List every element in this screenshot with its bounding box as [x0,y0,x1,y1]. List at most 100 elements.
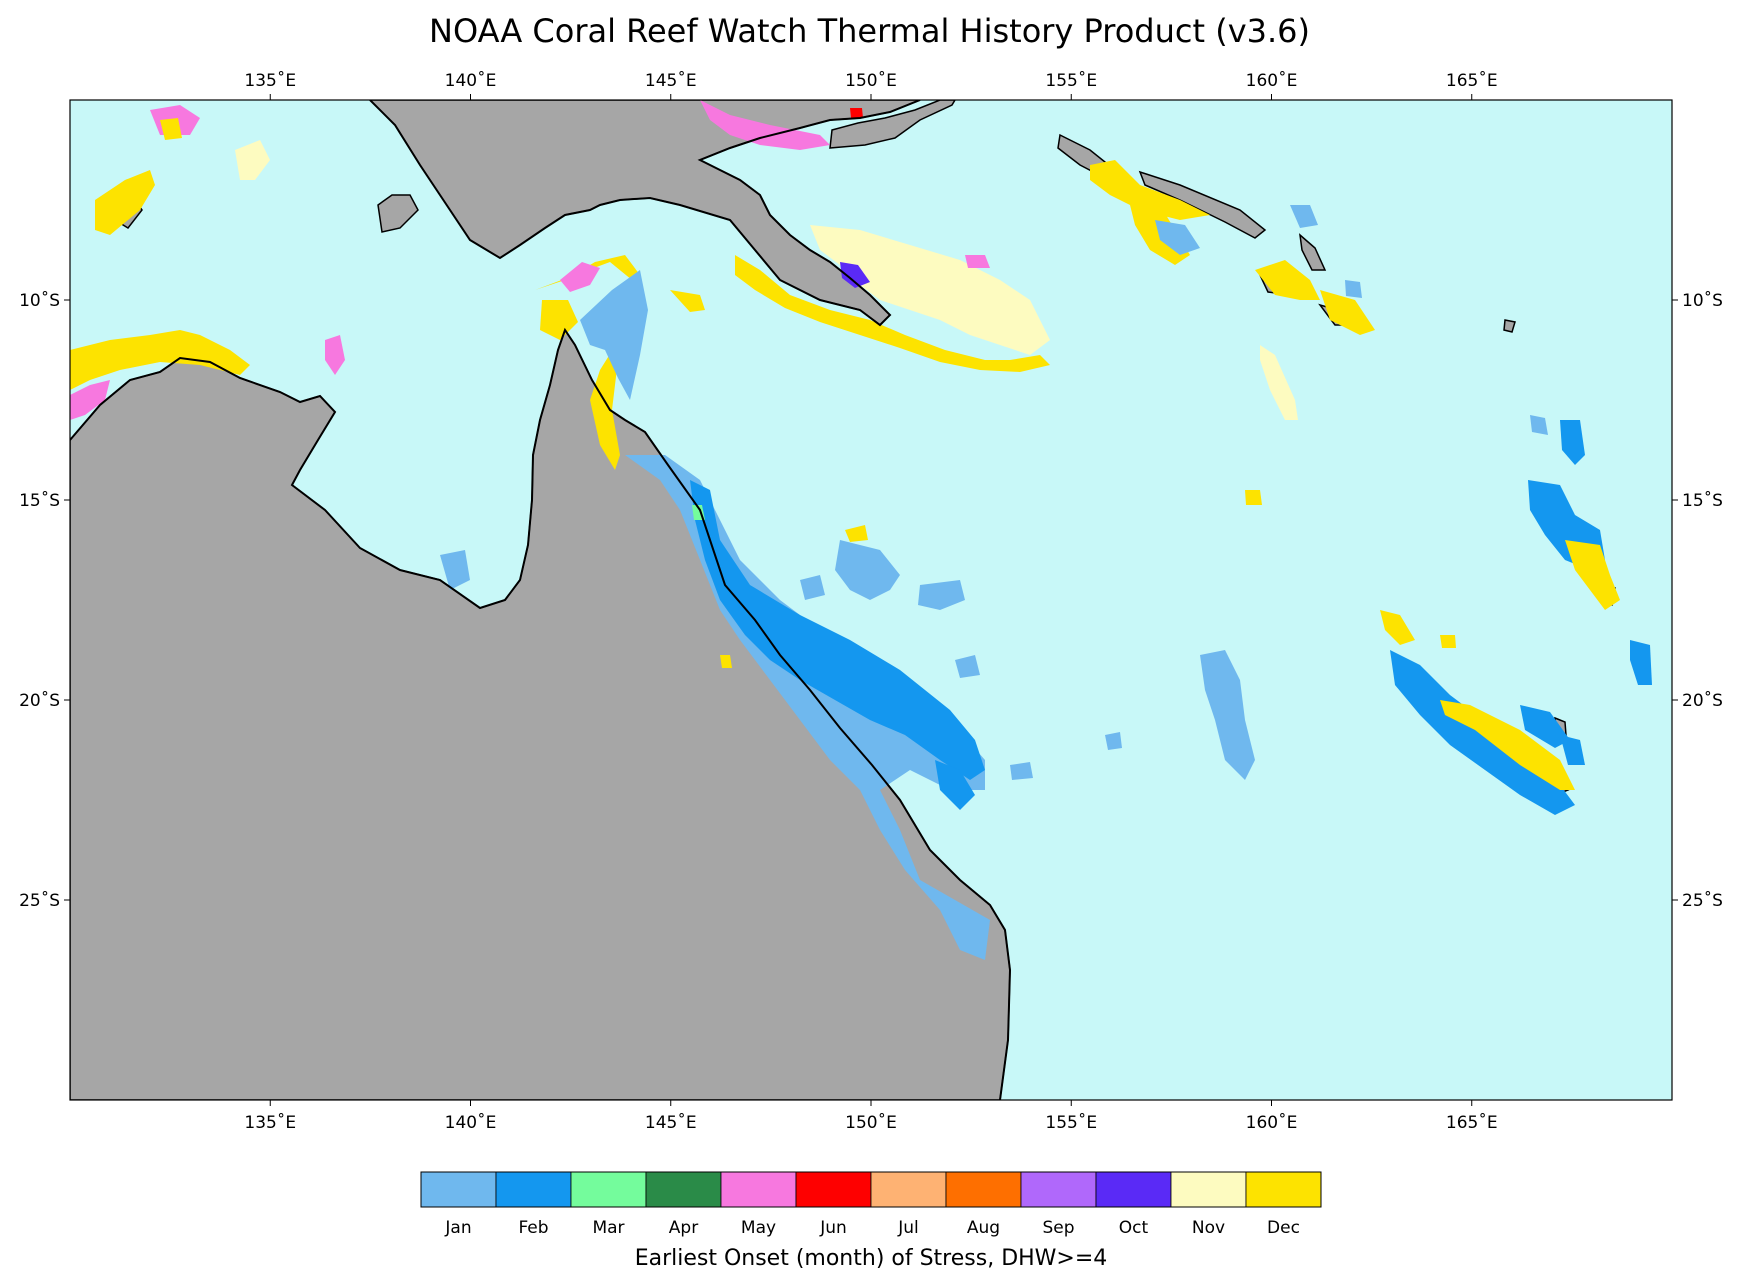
solomon-dec-3-patch [1255,260,1320,300]
lon-tick-label-top: 160˚E [1246,70,1298,91]
lat-tick-label-left: 20˚S [19,690,60,711]
png-may-2-patch [965,255,990,268]
north-island-dec-patch [160,118,182,140]
lon-tick-label-bottom: 150˚E [845,1112,897,1133]
colorbar-title: Earliest Onset (month) of Stress, DHW>=4 [635,1246,1108,1271]
axis-ticks: 135˚E 135˚E 140˚E 140˚E 145˚E 145˚E 150˚E 150˚E… [19,70,1723,1133]
north-island-nov-patch [235,140,270,180]
newcal-feb-2-patch [1520,705,1570,748]
colorbar-swatch-jan [420,1171,497,1208]
lon-tick-label-bottom: 160˚E [1246,1112,1298,1133]
arafura-dec-patch [70,330,250,390]
colorbar-label-aug: Aug [967,1218,1000,1238]
colorbar-swatch-dec [1245,1171,1322,1208]
newcal-dec-2-patch [1440,700,1575,790]
vanuatu-feb-3-patch [1630,640,1652,685]
gulf-jan-patch [440,550,470,590]
new-britain-land [829,100,956,149]
solomon-dec-5-patch [1245,490,1262,505]
lon-tick-label-top: 155˚E [1045,70,1097,91]
map-area [70,100,1672,1100]
solomon-dec-4-patch [1320,290,1375,335]
torres-jan-patch [580,270,648,400]
colorbar-label-nov: Nov [1192,1218,1225,1238]
colorbar-swatch-sep [1020,1171,1097,1208]
coralsea-3-patch [800,575,825,600]
gbr-dec-patch [720,655,732,668]
stress-patches [70,100,1652,960]
coralsea-dec-patch [845,525,868,542]
colorbar-label-sep: Sep [1042,1218,1074,1238]
png-may-patch [700,100,830,150]
lat-tick-label-right: 15˚S [1682,490,1723,511]
fly-island-land [377,194,419,233]
lat-tick-label-left: 10˚S [19,290,60,311]
colorbar-swatch-nov [1170,1171,1247,1208]
newcal-dec-3-patch [1440,635,1456,648]
lon-tick-label-top: 150˚E [845,70,897,91]
coralsea-1-patch [835,540,900,600]
colorbar-label-feb: Feb [518,1218,548,1238]
coralsea-5-patch [1200,650,1255,780]
colorbar-frame [420,1171,1322,1208]
colorbar-label-jan: Jan [444,1218,471,1238]
coralsea-7-patch [1010,762,1033,780]
coralsea-4-patch [955,655,980,678]
lon-tick-label-top: 135˚E [244,70,296,91]
colorbar-label-oct: Oct [1119,1218,1149,1238]
colorbar-label-may: May [741,1218,776,1238]
arafura-may-patch [70,380,110,420]
png-nov-patch [810,225,1050,355]
lon-tick-label-bottom: 145˚E [645,1112,697,1133]
torres-dec-patch [535,255,640,470]
vanuatu-jan-patch [1530,415,1548,435]
solomon-4-land [1298,233,1327,271]
colorbar-swatch-feb [495,1171,572,1208]
lon-tick-label-bottom: 155˚E [1045,1112,1097,1133]
solomon-jan-2-patch [1290,205,1318,228]
coralsea-2-patch [918,580,965,610]
lat-tick-label-left: 25˚S [19,890,60,911]
solomon-2-land [1138,170,1267,239]
png-dec-patch [735,255,1050,372]
gbr-feb-patch [690,480,985,780]
colorbar-label-jul: Jul [897,1218,919,1238]
colorbar-label-jun: Jun [819,1218,847,1238]
solomon-dec-1-patch [1090,160,1210,220]
lat-tick-label-right: 10˚S [1682,290,1723,311]
lon-tick-label-top: 145˚E [645,70,697,91]
colorbar-swatch-oct [1095,1171,1172,1208]
map-title: NOAA Coral Reef Watch Thermal History Pr… [429,12,1310,50]
vanuatu-4-land [1503,319,1516,333]
vanuatu-feb-2-patch [1560,420,1585,465]
png-oct-patch [840,262,870,288]
colorbar-swatch-apr [645,1171,722,1208]
coralsea-6-patch [1105,732,1122,750]
colorbar-label-apr: Apr [669,1218,698,1238]
lat-tick-label-right: 25˚S [1682,890,1723,911]
lon-tick-label-top: 140˚E [445,70,497,91]
solomon-jan-1-patch [1155,220,1200,255]
torres-dec-2-patch [540,300,578,340]
colorbar-swatch-mar [570,1171,647,1208]
solomon-nov-patch [1260,345,1298,420]
gbr-south-feb-patch [935,760,975,810]
colorbar-label-mar: Mar [592,1218,624,1238]
gulf-may-patch [325,335,345,375]
lon-tick-label-bottom: 165˚E [1446,1112,1498,1133]
colorbar-swatch-jun [795,1171,872,1208]
colorbar: Jan Feb Mar Apr May Jun Jul Aug Sep Oct Nov Dec Earl… [420,1171,1322,1271]
lat-tick-label-left: 15˚S [19,490,60,511]
newcal-dec-1-patch [1380,610,1415,645]
newcal-feb-3-patch [1560,735,1585,765]
lon-tick-label-bottom: 140˚E [445,1112,497,1133]
colorbar-swatch-aug [945,1171,1022,1208]
png-jun-patch [850,108,863,118]
colorbar-swatch-may [720,1171,797,1208]
colorbar-label-dec: Dec [1267,1218,1300,1238]
west-island-dec-patch [95,170,155,235]
lon-tick-label-bottom: 135˚E [244,1112,296,1133]
colorbar-swatch-jul [870,1171,947,1208]
lat-tick-label-right: 20˚S [1682,690,1723,711]
